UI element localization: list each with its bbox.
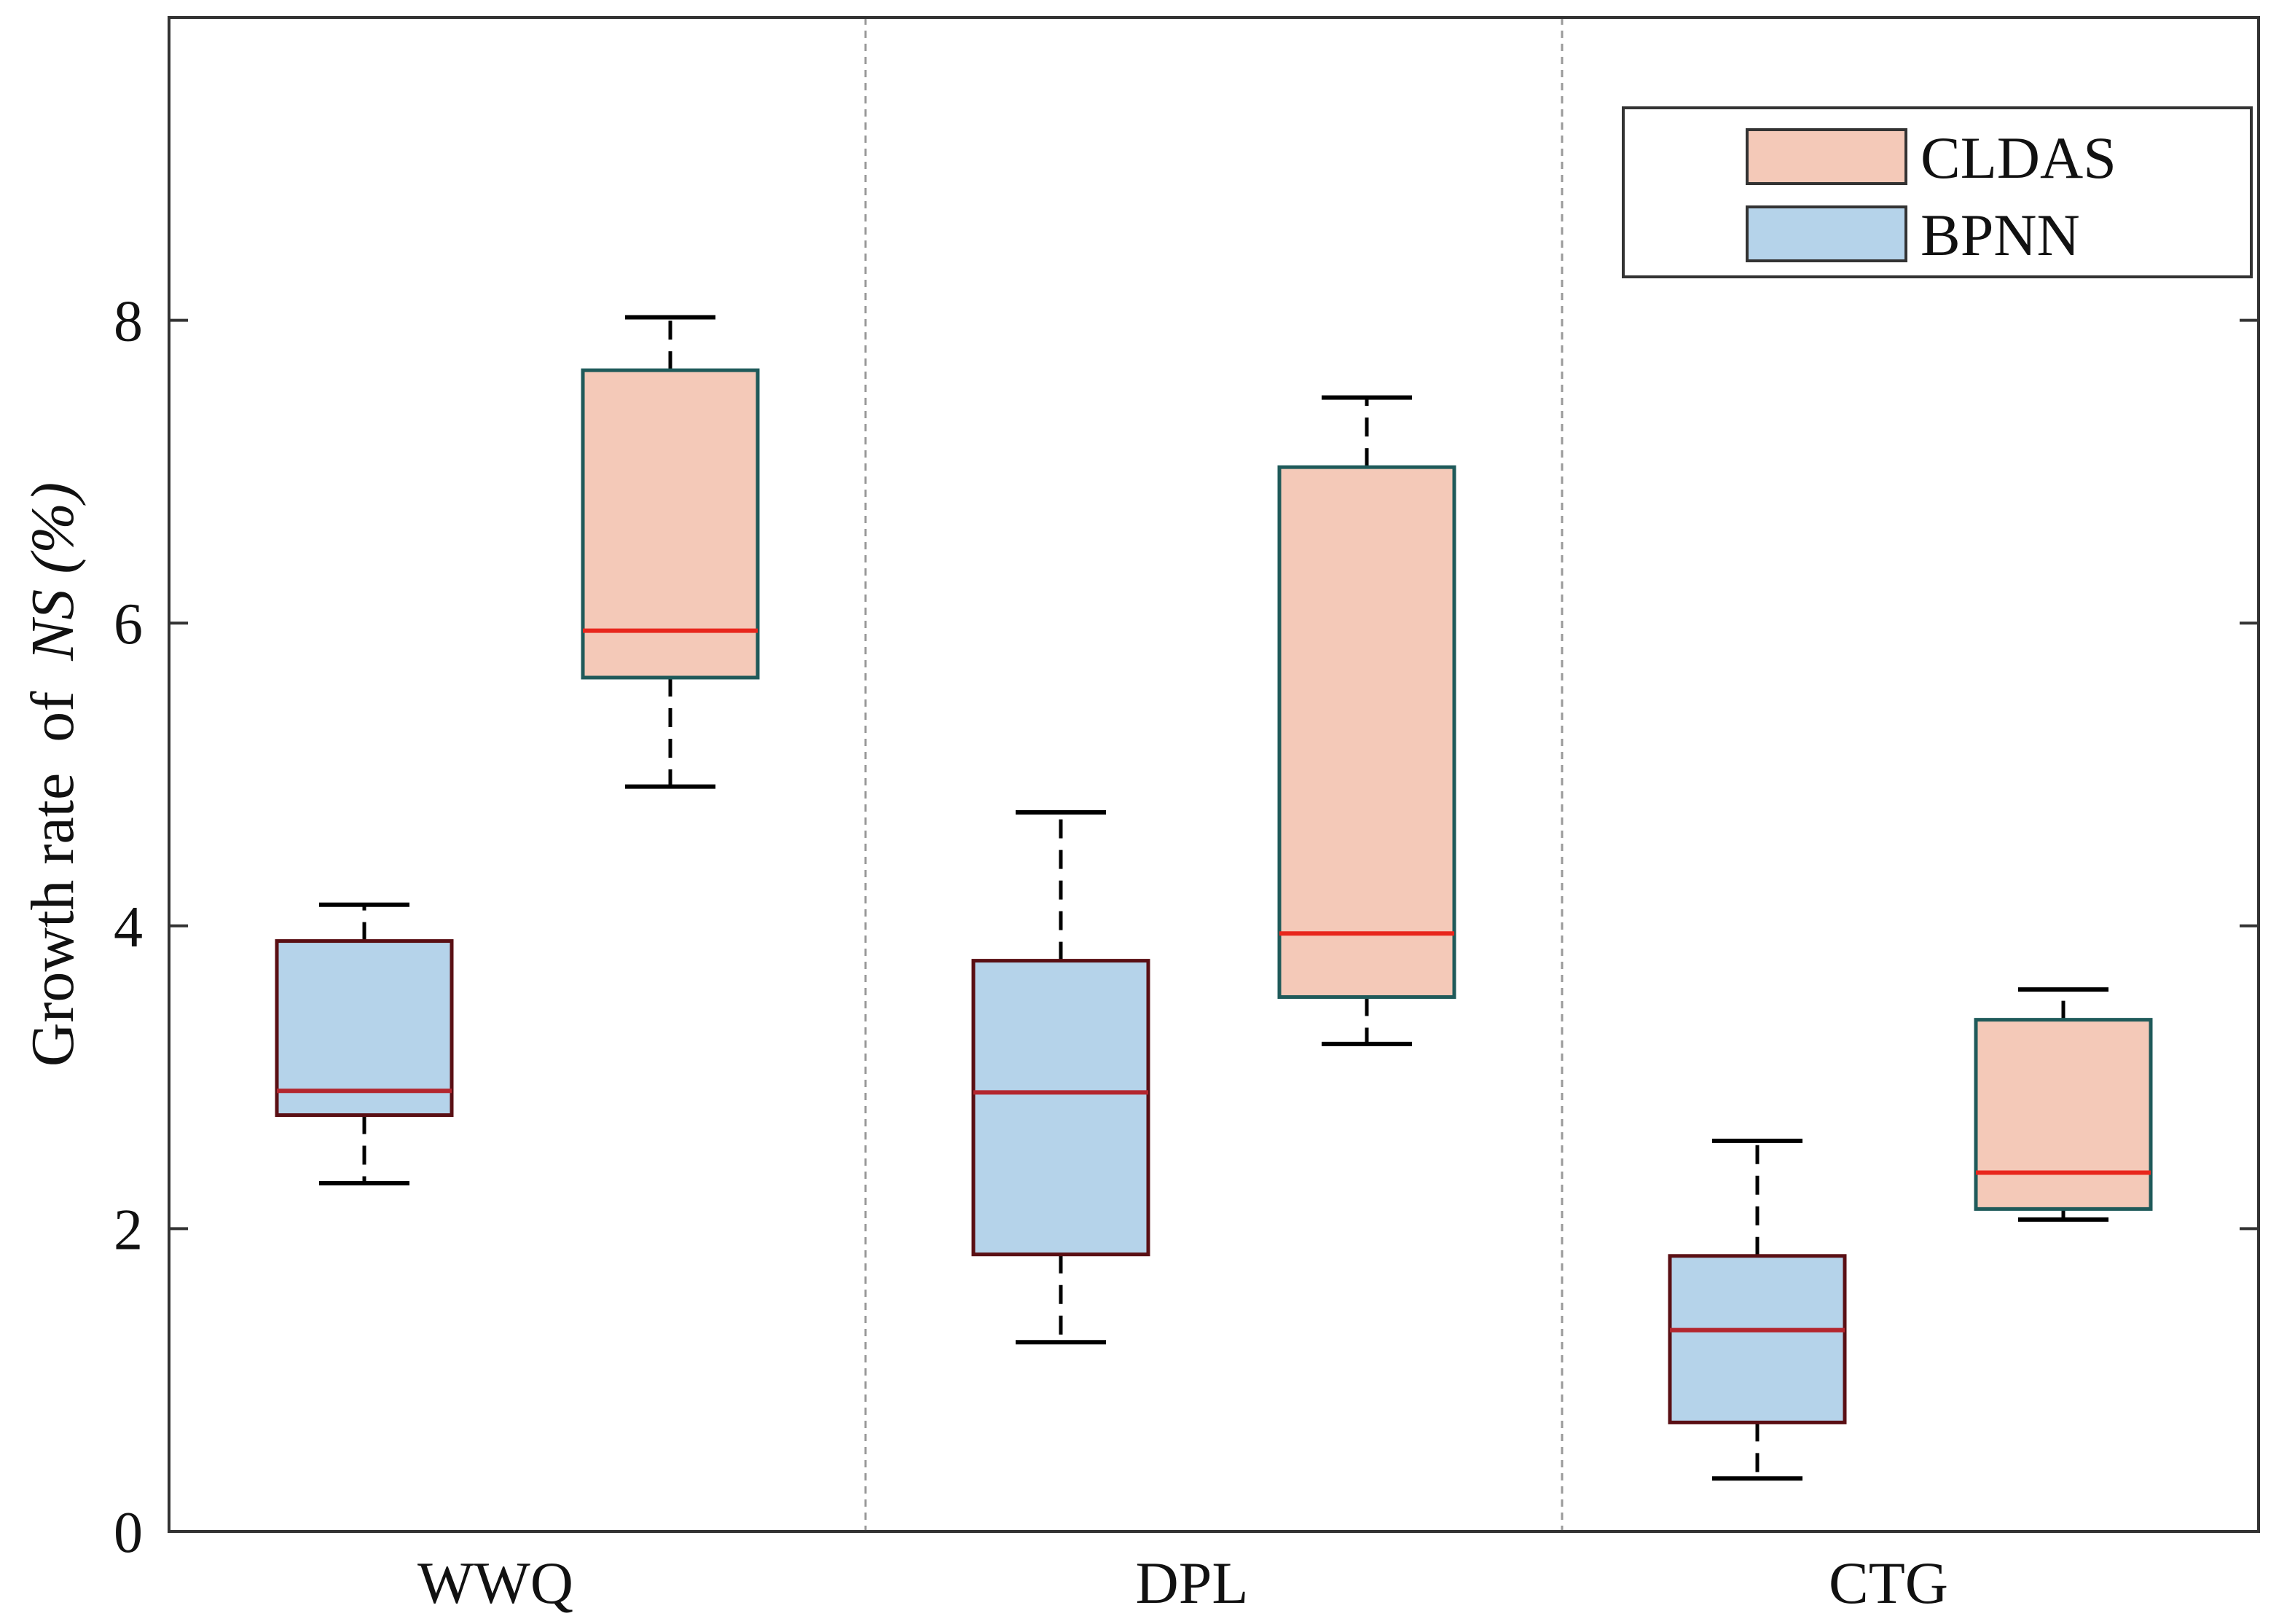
box-cldas-ctg [1974,987,2153,1222]
x-category-label: CTG [1829,1550,1948,1616]
x-category-label: WWQ [417,1550,573,1616]
y-axis-label: Growth rate of NS (%) [19,482,87,1067]
legend-frame [1622,106,2253,278]
legend-swatch-cldas [1746,128,1907,185]
iqr-box [275,939,454,1118]
box-bpnn-wwq [275,902,454,1186]
box-bpnn-dpl [971,809,1150,1345]
y-tick-label: 4 [114,895,143,960]
y-tick-label: 0 [114,1501,143,1565]
iqr-box [1974,1018,2153,1211]
iqr-box [581,368,760,680]
legend-swatch-bpnn [1746,205,1907,262]
plot-area-frame [168,16,2260,1533]
y-tick-label: 2 [114,1198,143,1262]
legend-label-bpnn: BPNN [1921,202,2080,268]
y-axis-label-prefix: Growth rate of [19,661,87,1067]
legend: CLDAS BPNN [1622,106,2253,278]
box-bpnn-ctg [1668,1138,1847,1481]
y-tick-label: 6 [114,592,143,656]
x-category-label: DPL [1136,1550,1249,1616]
iqr-box [1668,1254,1847,1424]
legend-label-cldas: CLDAS [1921,125,2116,191]
box-cldas-wwq [581,315,760,789]
box-cldas-dpl [1277,395,1456,1046]
iqr-box [971,959,1150,1257]
iqr-box [1277,465,1456,999]
y-axis-label-suffix: (%) [19,482,87,589]
y-axis-label-italic: NS [19,589,87,662]
y-tick-label: 8 [114,290,143,354]
